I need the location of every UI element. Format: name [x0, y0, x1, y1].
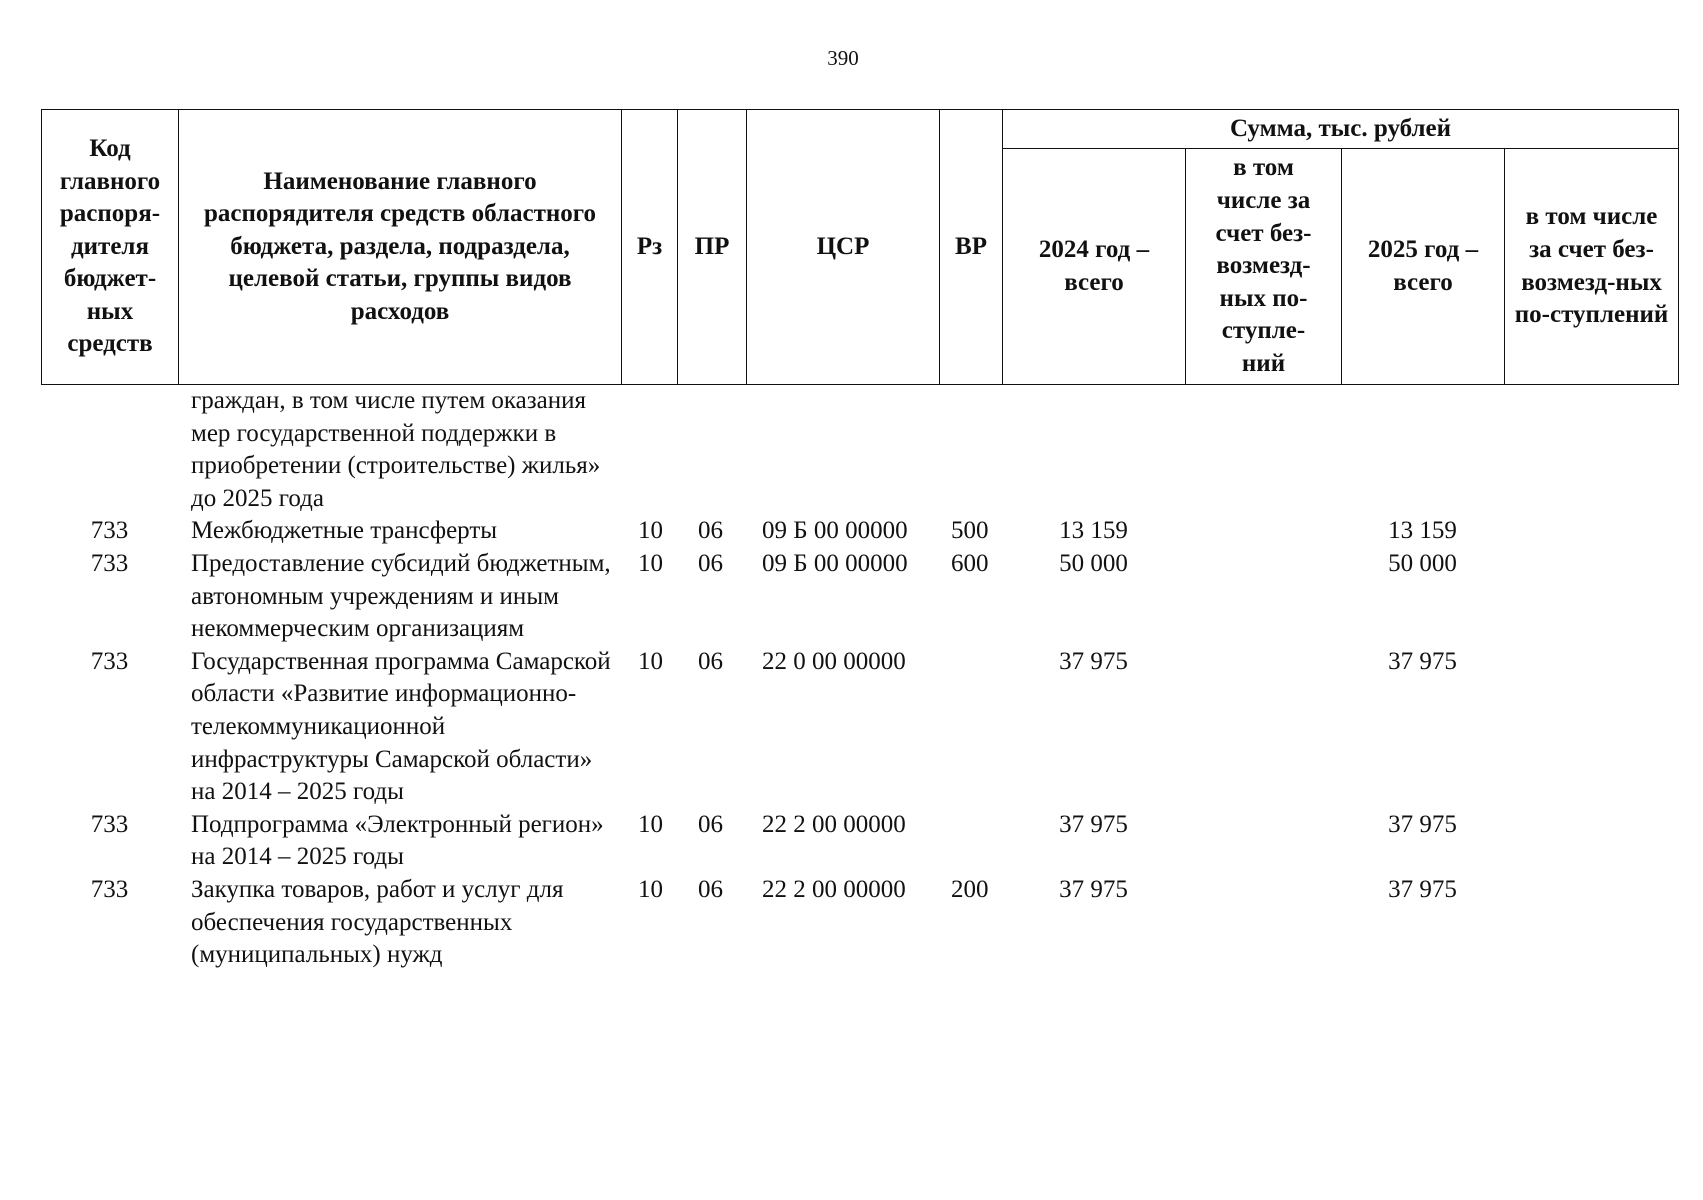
cell-csr: 09 Б 00 00000: [762, 517, 908, 545]
table-row: 733 Подпрограмма «Электронный регион» на …: [41, 809, 1678, 874]
cell-y2025: 50 000: [1388, 549, 1457, 577]
table-header: Код главного распоря-дителя бюджет-ных с…: [41, 109, 1680, 385]
cell-y2024: 37 975: [1059, 810, 1128, 838]
cell-csr: 22 2 00 00000: [762, 875, 906, 903]
cell-y2024: 50 000: [1059, 549, 1128, 577]
cell-y2025-free: [1504, 646, 1678, 809]
cell-name: Предоставление субсидий бюджетным, автон…: [191, 549, 611, 643]
table-body: граждан, в том числе путем оказания мер …: [41, 385, 1678, 972]
page-number: 390: [827, 46, 859, 70]
header-csr: ЦСР: [746, 109, 940, 385]
cell-rz: [621, 385, 677, 515]
header-name: Наименование главного распорядителя сред…: [178, 109, 622, 385]
cell-y2024-free: [1185, 385, 1341, 515]
cell-y2025: 37 975: [1388, 647, 1457, 675]
cell-y2025-free: [1504, 385, 1678, 515]
header-sum: Сумма, тыс. рублей: [1001, 109, 1680, 149]
cell-pr: 06: [698, 517, 723, 545]
cell-y2025: 13 159: [1388, 517, 1457, 545]
cell-vr: 500: [951, 517, 989, 545]
cell-code: 733: [90, 647, 129, 675]
cell-vr: [939, 646, 1002, 809]
cell-y2024-free: [1185, 515, 1341, 548]
cell-y2025: 37 975: [1388, 810, 1457, 838]
header-2024-free: в том числе за счет без-возмезд-ных по-с…: [1185, 148, 1342, 385]
cell-rz: 10: [638, 549, 663, 577]
cell-y2024: 13 159: [1059, 517, 1128, 545]
cell-name: Межбюджетные трансферты: [191, 517, 498, 545]
cell-vr: 200: [951, 875, 989, 903]
cell-y2025: [1341, 385, 1504, 515]
cell-y2025-free: [1504, 548, 1678, 646]
cell-csr: 09 Б 00 00000: [762, 549, 908, 577]
cell-vr: 600: [951, 549, 989, 577]
cell-code: 733: [90, 875, 129, 903]
cell-name: Закупка товаров, работ и услуг для обесп…: [191, 875, 564, 969]
cell-y2025-free: [1504, 515, 1678, 548]
header-2024-total: 2024 год – всего: [1002, 148, 1186, 385]
cell-y2025-free: [1504, 809, 1678, 874]
cell-pr: 06: [698, 647, 723, 675]
header-pr: ПР: [677, 109, 747, 385]
cell-y2024-free: [1185, 874, 1341, 972]
cell-rz: 10: [638, 810, 663, 838]
cell-y2024-free: [1185, 809, 1341, 874]
cell-csr: [746, 385, 939, 515]
table-row: 733 Межбюджетные трансферты 10 06 09 Б 00 00…: [41, 515, 1678, 548]
cell-code: [41, 385, 178, 515]
cell-rz: 10: [638, 517, 663, 545]
table-row: 733 Закупка товаров, работ и услуг для об…: [41, 874, 1678, 972]
cell-pr: [677, 385, 746, 515]
cell-code: 733: [90, 810, 129, 838]
header-code: Код главного распоря-дителя бюджет-ных с…: [41, 109, 179, 385]
table-row: 733 Государственная программа Самарской о…: [41, 646, 1678, 809]
cell-name: Подпрограмма «Электронный регион» на 201…: [191, 810, 604, 871]
cell-code: 733: [90, 549, 129, 577]
cell-vr: [939, 809, 1002, 874]
cell-pr: 06: [698, 549, 723, 577]
cell-name: Государственная программа Самарской обла…: [191, 647, 611, 806]
header-2025-total: 2025 год – всего: [1341, 148, 1505, 385]
cell-y2025-free: [1504, 874, 1678, 972]
header-vr: ВР: [939, 109, 1003, 385]
table-row: 733 Предоставление субсидий бюджетным, ав…: [41, 548, 1678, 646]
cell-name: граждан, в том числе путем оказания мер …: [191, 387, 601, 512]
cell-csr: 22 2 00 00000: [762, 810, 906, 838]
table-row: граждан, в том числе путем оказания мер …: [41, 385, 1678, 515]
cell-pr: 06: [698, 810, 723, 838]
cell-csr: 22 0 00 00000: [762, 647, 906, 675]
cell-y2024: 37 975: [1059, 647, 1128, 675]
cell-code: 733: [90, 517, 129, 545]
cell-pr: 06: [698, 875, 723, 903]
cell-y2024-free: [1185, 646, 1341, 809]
cell-y2024: [1002, 385, 1185, 515]
header-2025-free: в том числе за счет без-возмезд-ных по-с…: [1503, 148, 1680, 385]
header-rz: Рз: [621, 109, 678, 385]
cell-vr: [939, 385, 1002, 515]
cell-rz: 10: [638, 647, 663, 675]
cell-y2024: 37 975: [1059, 875, 1128, 903]
cell-rz: 10: [638, 875, 663, 903]
cell-y2024-free: [1185, 548, 1341, 646]
cell-y2025: 37 975: [1388, 875, 1457, 903]
